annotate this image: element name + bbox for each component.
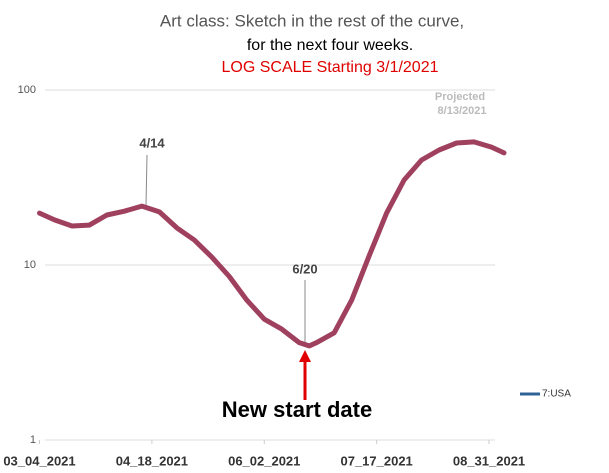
annotation: New start date bbox=[222, 397, 372, 422]
title-line: LOG SCALE Starting 3/1/2021 bbox=[221, 59, 438, 76]
annotation: 6/20 bbox=[292, 261, 317, 276]
annotation: 4/14 bbox=[139, 135, 165, 150]
x-tick-label: 06_02_2021 bbox=[228, 453, 300, 468]
x-tick-label: 03_04_2021 bbox=[3, 453, 75, 468]
projected-label: 8/13/2021 bbox=[438, 105, 487, 117]
title-line: for the next four weeks. bbox=[247, 37, 413, 54]
annotation-line bbox=[145, 154, 148, 206]
y-tick-label: 1 bbox=[30, 434, 36, 446]
y-tick-label: 10 bbox=[24, 259, 36, 271]
y-tick-label: 100 bbox=[18, 84, 36, 96]
projected-label: Projected bbox=[435, 91, 485, 103]
title-line: Art class: Sketch in the rest of the cur… bbox=[160, 11, 464, 30]
arrow-head bbox=[299, 350, 311, 362]
x-tick-label: 07_17_2021 bbox=[340, 453, 412, 468]
data-line bbox=[37, 139, 507, 349]
x-tick-label: 04_18_2021 bbox=[116, 453, 188, 468]
legend-label: 7:USA bbox=[542, 389, 571, 400]
x-tick-label: 08_31_2021 bbox=[453, 453, 525, 468]
